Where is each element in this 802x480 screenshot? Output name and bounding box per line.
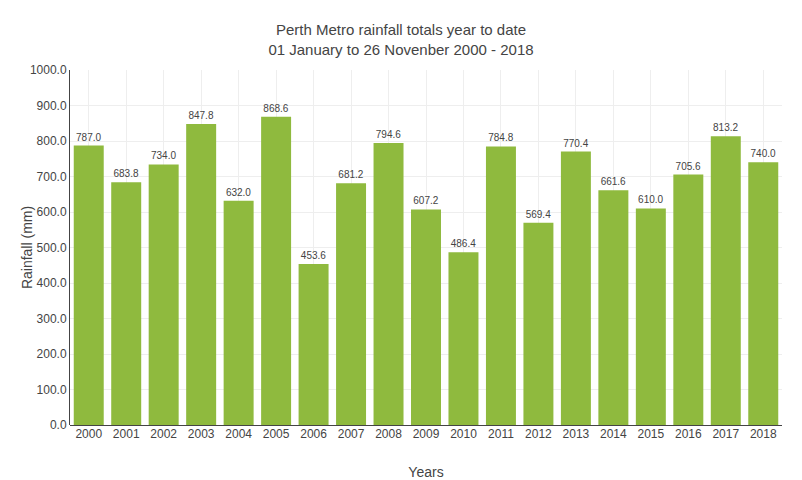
svg-text:610.0: 610.0 <box>638 194 663 205</box>
svg-text:734.0: 734.0 <box>151 150 176 161</box>
svg-text:705.6: 705.6 <box>676 161 701 172</box>
svg-text:1000.0: 1000.0 <box>30 63 67 77</box>
svg-text:Years: Years <box>408 464 443 480</box>
svg-text:453.6: 453.6 <box>301 250 326 261</box>
svg-text:784.8: 784.8 <box>488 132 513 143</box>
svg-text:661.6: 661.6 <box>601 176 626 187</box>
svg-text:2007: 2007 <box>338 427 365 441</box>
svg-text:0.0: 0.0 <box>50 418 67 432</box>
svg-text:681.2: 681.2 <box>338 169 363 180</box>
svg-text:400.0: 400.0 <box>37 276 67 290</box>
svg-text:486.4: 486.4 <box>451 238 476 249</box>
svg-text:2018: 2018 <box>750 427 777 441</box>
svg-text:2016: 2016 <box>675 427 702 441</box>
svg-text:2002: 2002 <box>150 427 177 441</box>
svg-text:847.8: 847.8 <box>188 110 213 121</box>
svg-text:770.4: 770.4 <box>563 138 588 149</box>
svg-text:Perth Metro rainfall totals ye: Perth Metro rainfall totals year to date… <box>268 21 533 58</box>
svg-text:2010: 2010 <box>450 427 477 441</box>
svg-text:740.0: 740.0 <box>751 148 776 159</box>
svg-text:813.2: 813.2 <box>713 122 738 133</box>
svg-text:800.0: 800.0 <box>37 134 67 148</box>
svg-text:2014: 2014 <box>600 427 627 441</box>
svg-text:868.6: 868.6 <box>263 103 288 114</box>
svg-text:600.0: 600.0 <box>37 205 67 219</box>
svg-text:300.0: 300.0 <box>37 312 67 326</box>
svg-text:2006: 2006 <box>300 427 327 441</box>
svg-text:200.0: 200.0 <box>37 347 67 361</box>
svg-text:Rainfall (mm): Rainfall (mm) <box>19 206 35 289</box>
svg-text:2001: 2001 <box>113 427 140 441</box>
svg-text:2015: 2015 <box>637 427 664 441</box>
svg-text:500.0: 500.0 <box>37 241 67 255</box>
svg-text:2012: 2012 <box>525 427 552 441</box>
svg-text:700.0: 700.0 <box>37 170 67 184</box>
svg-text:900.0: 900.0 <box>37 99 67 113</box>
svg-text:2008: 2008 <box>375 427 402 441</box>
svg-text:2004: 2004 <box>225 427 252 441</box>
svg-text:2005: 2005 <box>263 427 290 441</box>
svg-text:683.8: 683.8 <box>113 168 138 179</box>
svg-text:794.6: 794.6 <box>376 129 401 140</box>
svg-text:787.0: 787.0 <box>76 132 101 143</box>
svg-text:2011: 2011 <box>488 427 514 441</box>
svg-text:607.2: 607.2 <box>413 195 438 206</box>
svg-text:2017: 2017 <box>712 427 739 441</box>
svg-text:2003: 2003 <box>188 427 215 441</box>
svg-text:569.4: 569.4 <box>526 209 551 220</box>
svg-text:632.0: 632.0 <box>226 187 251 198</box>
svg-text:100.0: 100.0 <box>37 383 67 397</box>
svg-text:2009: 2009 <box>413 427 440 441</box>
svg-text:2013: 2013 <box>563 427 590 441</box>
svg-text:2000: 2000 <box>75 427 102 441</box>
